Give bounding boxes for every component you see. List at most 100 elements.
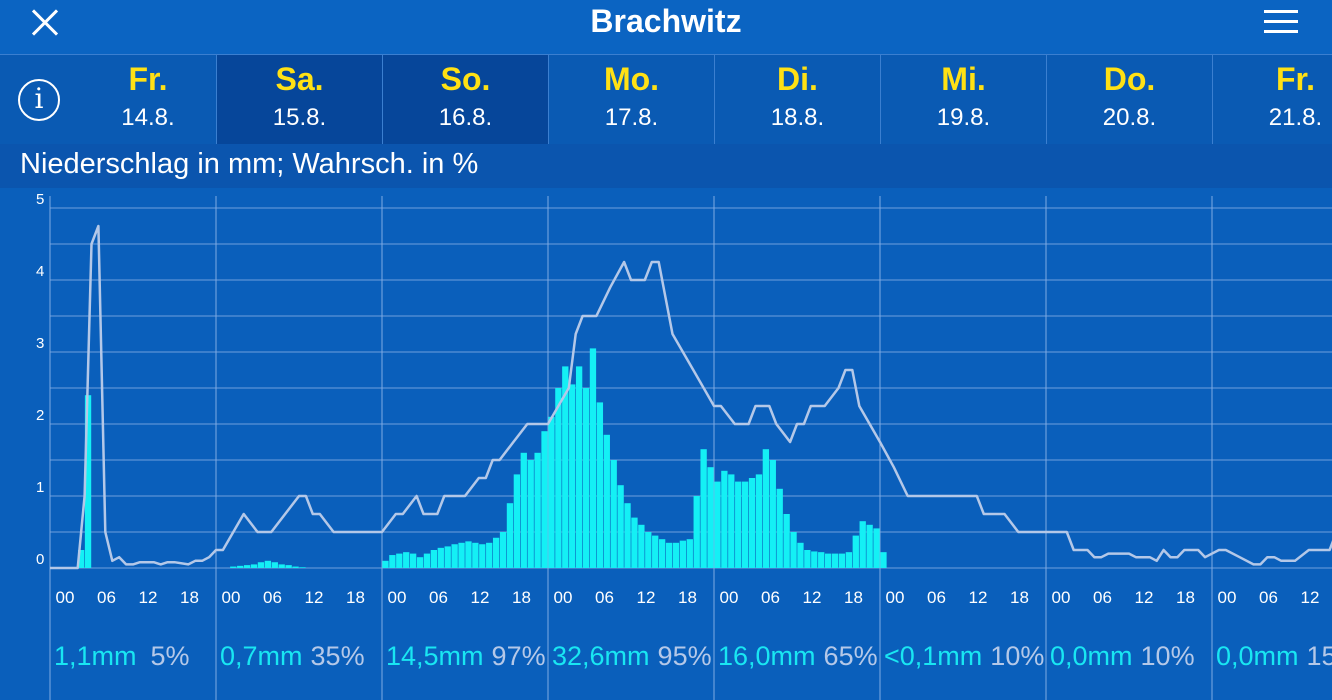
precip-bar xyxy=(237,565,244,568)
precip-bar xyxy=(818,552,825,568)
precip-bar xyxy=(652,535,659,568)
day-tab-6[interactable]: Do. 20.8. xyxy=(1046,55,1212,144)
x-tick-label: 12 xyxy=(637,588,656,607)
x-tick-label: 18 xyxy=(1176,588,1195,607)
precip-bar xyxy=(859,521,866,568)
day-tab-1[interactable]: Sa. 15.8. xyxy=(216,55,382,144)
x-tick-label: 06 xyxy=(1093,588,1112,607)
day-tab-2[interactable]: So. 16.8. xyxy=(382,55,548,144)
day-total-probability: 35% xyxy=(311,641,365,671)
info-icon[interactable]: i xyxy=(18,79,60,121)
day-date: 17.8. xyxy=(604,104,659,131)
y-tick-label: 0 xyxy=(36,551,44,568)
day-date: 20.8. xyxy=(1102,104,1157,131)
precip-bar xyxy=(880,552,887,568)
precip-bar xyxy=(292,566,299,568)
precip-bar xyxy=(679,540,687,568)
day-total: <0,1mm 10% xyxy=(884,641,1044,671)
day-weekday: Fr. xyxy=(1275,61,1316,97)
day-date: 15.8. xyxy=(272,104,327,131)
precip-bar xyxy=(403,552,410,568)
precip-bar xyxy=(665,542,673,568)
precip-bar xyxy=(845,552,853,568)
x-tick-label: 00 xyxy=(388,588,407,607)
top-bar: Brachwitz xyxy=(0,0,1332,54)
day-weekday: Fr. xyxy=(128,61,168,97)
hamburger-menu-icon[interactable] xyxy=(1264,8,1300,36)
y-tick-label: 4 xyxy=(36,263,44,280)
precip-bar xyxy=(230,566,237,568)
y-tick-label: 3 xyxy=(36,335,44,352)
x-tick-label: 00 xyxy=(554,588,573,607)
precip-bar xyxy=(458,542,465,568)
precip-bar xyxy=(506,503,514,568)
x-tick-label: 18 xyxy=(512,588,531,607)
precip-bar xyxy=(638,524,645,568)
day-total: 0,0mm 15% xyxy=(1216,641,1332,671)
day-weekday: Mo. xyxy=(603,61,660,97)
precip-bar xyxy=(451,544,458,568)
precip-bar xyxy=(645,532,652,568)
precip-bar xyxy=(548,416,555,568)
day-weekday: Di. xyxy=(777,61,818,97)
precip-bar xyxy=(479,544,486,568)
precip-bar xyxy=(250,564,258,568)
precip-bar xyxy=(285,565,292,568)
day-tab-5[interactable]: Mi. 19.8. xyxy=(880,55,1046,144)
precip-bar xyxy=(776,488,783,568)
precip-bar xyxy=(77,550,85,568)
x-tick-label: 06 xyxy=(97,588,116,607)
precip-bar xyxy=(769,460,776,568)
day-tab-3[interactable]: Mo. 17.8. xyxy=(548,55,714,144)
precip-bar xyxy=(797,542,804,568)
day-total: 1,1mm 5% xyxy=(54,641,190,671)
day-total-probability: 15% xyxy=(1307,641,1332,671)
day-total-probability: 10% xyxy=(990,641,1044,671)
day-tab-4[interactable]: Di. 18.8. xyxy=(714,55,880,144)
x-tick-label: 00 xyxy=(1218,588,1237,607)
precip-bar xyxy=(624,503,631,568)
day-total: 14,5mm 97% xyxy=(386,641,546,671)
x-tick-label: 06 xyxy=(761,588,780,607)
precip-bar xyxy=(783,514,790,568)
precip-bar xyxy=(831,553,839,568)
precip-bar xyxy=(596,402,604,568)
x-tick-label: 00 xyxy=(720,588,739,607)
precip-bar xyxy=(811,551,818,568)
precip-bar xyxy=(84,395,92,568)
day-total-amount: 0,0mm xyxy=(1216,641,1299,671)
precip-bar xyxy=(658,539,666,568)
day-total-amount: 1,1mm xyxy=(54,641,137,671)
day-weekday: Mi. xyxy=(941,61,986,97)
precip-bar xyxy=(755,474,763,568)
x-tick-label: 12 xyxy=(139,588,158,607)
location-title: Brachwitz xyxy=(590,3,742,39)
x-tick-label: 06 xyxy=(263,588,282,607)
precip-bar xyxy=(721,470,728,568)
precip-bar xyxy=(824,553,832,568)
x-tick-label: 12 xyxy=(969,588,988,607)
precip-bar xyxy=(735,481,742,568)
precip-bar xyxy=(243,565,251,568)
x-tick-label: 18 xyxy=(346,588,365,607)
probability-line xyxy=(50,224,1332,570)
precip-bar xyxy=(430,550,438,568)
y-tick-label: 2 xyxy=(36,407,44,424)
day-total-probability: 5% xyxy=(151,641,190,671)
day-weekday: Sa. xyxy=(275,61,324,97)
day-weekday: Do. xyxy=(1103,61,1156,97)
day-total: 16,0mm 65% xyxy=(718,641,878,671)
day-date: 16.8. xyxy=(438,104,493,131)
precip-bar xyxy=(686,539,693,568)
day-date: 14.8. xyxy=(121,104,175,131)
x-tick-label: 18 xyxy=(1010,588,1029,607)
precip-bar xyxy=(693,496,700,568)
day-tab-7[interactable]: Fr. 21.8. xyxy=(1212,55,1332,144)
precip-bar xyxy=(486,542,493,568)
precip-bar xyxy=(610,460,617,568)
day-tab-0[interactable]: Fr. 14.8. xyxy=(80,55,216,144)
day-weekday: So. xyxy=(440,61,491,97)
precip-bar xyxy=(264,560,272,568)
day-total: 32,6mm 95% xyxy=(552,641,712,671)
x-tick-label: 18 xyxy=(678,588,697,607)
